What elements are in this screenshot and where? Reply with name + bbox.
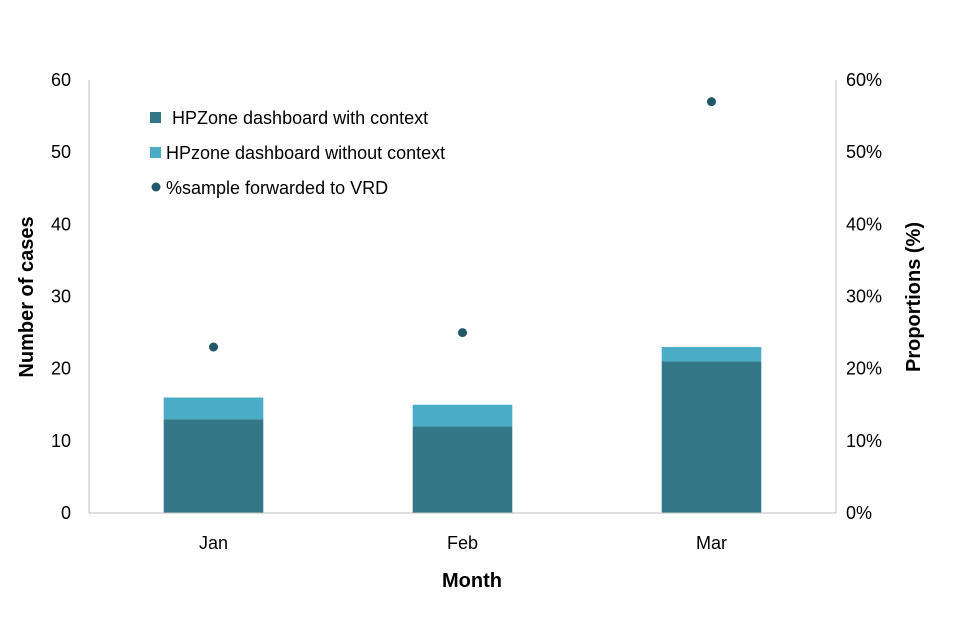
bar-jan-series-1 [163, 397, 264, 420]
point-feb-vrd [458, 328, 467, 338]
y2-tick-label: 10% [846, 431, 882, 451]
y-tick-label: 0 [61, 503, 71, 523]
y2-tick-label: 0% [846, 503, 872, 523]
y-tick-label: 60 [51, 70, 71, 90]
axes-layer [88, 80, 837, 514]
x-tick-label: Jan [199, 533, 228, 553]
y-axis-title: Number of cases [16, 216, 38, 377]
legend-swatch-without-context [150, 147, 161, 158]
y-tick-label: 30 [51, 287, 71, 307]
x-tick-label: Feb [447, 533, 478, 553]
x-tick-label: Mar [696, 533, 727, 553]
x-axis-title: Month [442, 570, 502, 592]
left-tick-labels: 0 10 20 30 40 50 60 [51, 70, 71, 523]
legend-label-without-context: HPzone dashboard without context [166, 143, 445, 163]
y2-tick-label: 20% [846, 359, 882, 379]
y-tick-label: 20 [51, 359, 71, 379]
legend-label-with-context: HPZone dashboard with context [172, 108, 428, 128]
point-jan-vrd [209, 342, 218, 352]
x-tick-labels: Jan Feb Mar [199, 533, 727, 553]
y-tick-label: 50 [51, 142, 71, 162]
legend: HPZone dashboard with context HPzone das… [150, 108, 445, 198]
bar-mar-series-1 [661, 347, 762, 362]
y2-tick-label: 30% [846, 287, 882, 307]
legend-swatch-with-context [150, 112, 161, 123]
bar-jan-series-0 [163, 419, 264, 513]
y2-tick-label: 50% [846, 142, 882, 162]
bars-layer [163, 347, 762, 513]
point-mar-vrd [707, 97, 716, 107]
y2-axis-title: Proportions (%) [903, 222, 925, 372]
y-tick-label: 10 [51, 431, 71, 451]
bar-feb-series-0 [412, 426, 513, 513]
legend-label-vrd: %sample forwarded to VRD [166, 178, 388, 198]
y-tick-label: 40 [51, 214, 71, 234]
legend-marker-vrd [151, 182, 161, 192]
bar-mar-series-0 [661, 361, 762, 513]
y2-tick-label: 40% [846, 214, 882, 234]
points-layer [209, 97, 716, 352]
y2-tick-label: 60% [846, 70, 882, 90]
right-tick-labels: 0% 10% 20% 30% 40% 50% 60% [846, 70, 882, 523]
bar-feb-series-1 [412, 404, 513, 427]
